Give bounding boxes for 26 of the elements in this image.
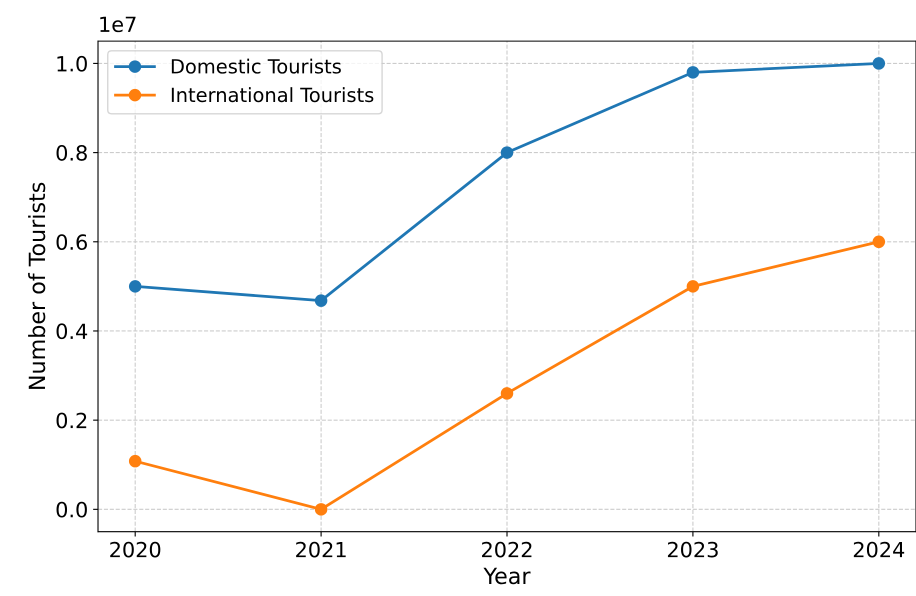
point	[314, 294, 328, 307]
point	[872, 236, 886, 248]
x-tick-label: 2024	[854, 542, 904, 558]
text: 1e7	[100, 16, 136, 32]
y-tick-label: 0.8	[56, 145, 87, 161]
point	[686, 280, 700, 293]
y-tick-label: 0.6	[56, 234, 87, 250]
y-axis-title: Number of Tourists	[28, 182, 46, 389]
y-tick-label: 0.2	[56, 412, 86, 428]
legend-label: Domestic Tourists	[172, 58, 341, 74]
x-tick-label: 2021	[296, 542, 346, 558]
point	[314, 503, 328, 516]
y-tick-label: 0.4	[56, 323, 88, 340]
point	[872, 57, 886, 70]
x-tick-label: 2023	[668, 542, 718, 558]
point	[128, 280, 142, 293]
y-tick-label: 0.0	[56, 502, 87, 518]
legend-label: International Tourists	[172, 87, 374, 102]
x-tick-label: 2020	[110, 542, 160, 558]
y-tick-label: 1.0	[57, 56, 87, 72]
x-tick-label: 2022	[482, 542, 532, 558]
point	[500, 387, 514, 400]
x-axis-title: Year	[483, 568, 531, 584]
point	[500, 146, 514, 159]
point	[686, 66, 700, 79]
point	[128, 454, 142, 468]
